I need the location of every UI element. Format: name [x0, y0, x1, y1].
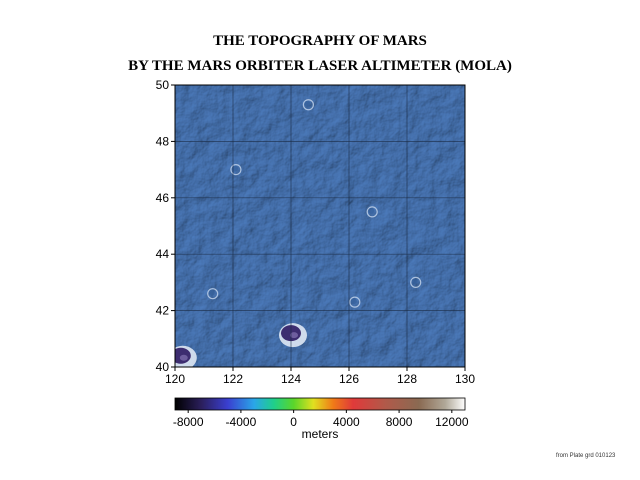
- map-frame: [174, 84, 466, 368]
- crater-floor-highlight: [290, 332, 298, 339]
- crater-shadow: [231, 165, 238, 172]
- map-subtitle: BY THE MARS ORBITER LASER ALTIMETER (MOL…: [128, 58, 512, 74]
- x-tick-label: 128: [397, 372, 417, 386]
- y-axis-ticks: 50 48 46 44 42 40: [156, 78, 175, 374]
- map-title: THE TOPOGRAPHY OF MARS: [213, 33, 427, 49]
- colorbar-tick-label: 0: [290, 415, 297, 429]
- x-tick-label: 120: [165, 372, 185, 386]
- crater-ring: [207, 288, 219, 300]
- colorbar-tick-label: 12000: [435, 415, 469, 429]
- crater-shadow: [350, 298, 357, 305]
- crater-ring: [410, 276, 422, 288]
- x-tick-label: 122: [223, 372, 243, 386]
- crater-shadow: [304, 100, 311, 107]
- crater-floor: [175, 347, 191, 364]
- crater-ring: [230, 164, 242, 176]
- colorbar-tick-label: 8000: [386, 415, 413, 429]
- colorbar: -8000 -4000 0 4000 8000 12000 meters: [173, 397, 469, 441]
- crater-shadow: [208, 289, 215, 296]
- map-panel: [175, 85, 465, 367]
- crater-ring: [302, 99, 314, 111]
- y-tick-label: 48: [156, 134, 170, 148]
- y-tick-label: 46: [156, 191, 170, 205]
- graticule: [175, 85, 465, 367]
- colorbar-unit: meters: [302, 427, 339, 441]
- crater-layer: [175, 99, 422, 367]
- colorbar-tick-label: -8000: [173, 415, 204, 429]
- credit-note: from Plate grd 010123: [556, 453, 616, 459]
- colorbar-tick-label: 4000: [333, 415, 360, 429]
- crater-ring: [349, 296, 361, 308]
- colorbar-gradient: [174, 397, 466, 411]
- crater-shadow: [411, 278, 418, 285]
- y-tick-label: 44: [156, 247, 170, 261]
- x-tick-label: 130: [455, 372, 475, 386]
- x-tick-label: 126: [339, 372, 359, 386]
- y-tick-label: 40: [156, 360, 170, 374]
- x-tick-label: 124: [281, 372, 301, 386]
- terrain-relief: [175, 85, 465, 367]
- crater-ring: [366, 206, 378, 218]
- x-axis-ticks: 120 122 124 126 128 130: [165, 367, 475, 386]
- colorbar-tick-label: -4000: [226, 415, 257, 429]
- y-tick-label: 50: [156, 78, 170, 92]
- y-tick-label: 42: [156, 304, 170, 318]
- crater-floor-highlight: [179, 354, 188, 361]
- crater-shadow: [368, 207, 375, 214]
